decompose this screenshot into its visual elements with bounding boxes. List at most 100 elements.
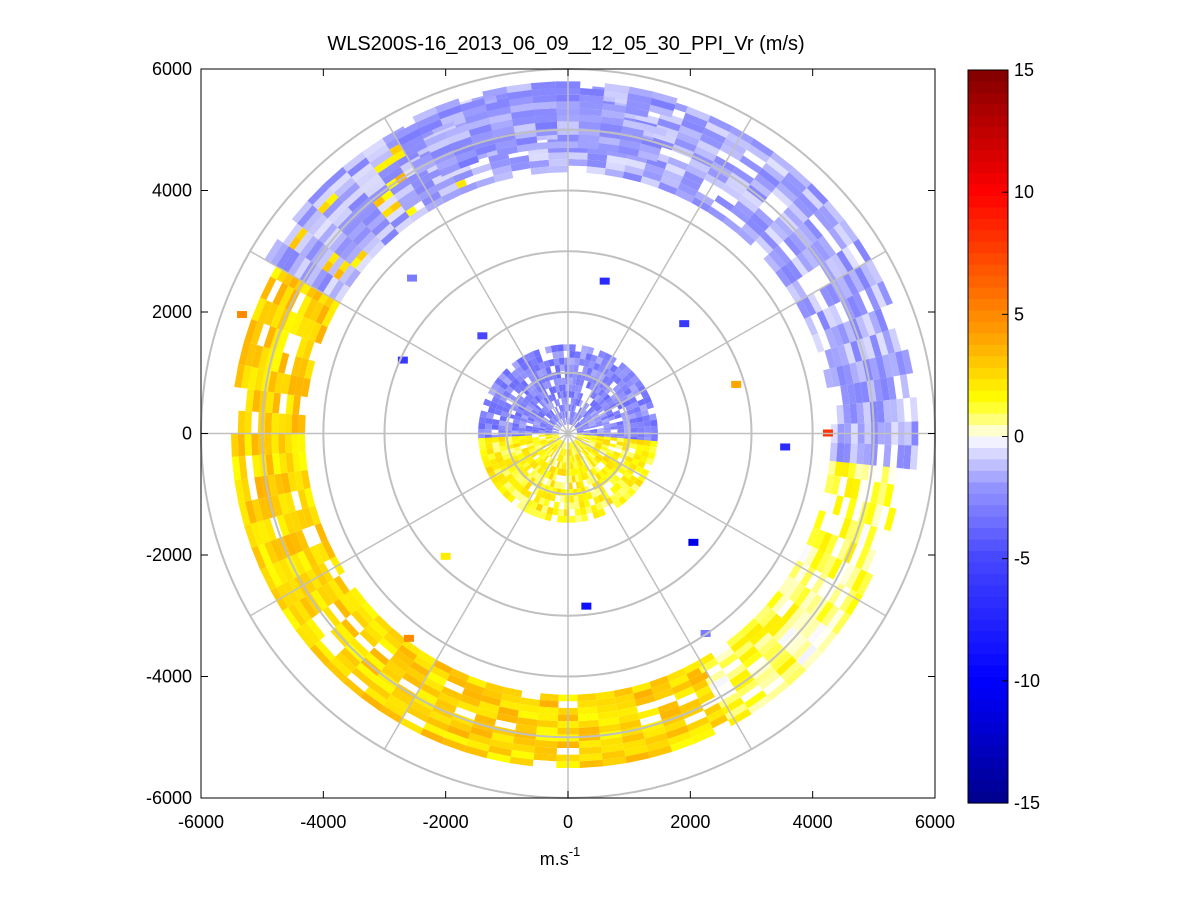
- heatmap-cell: [534, 395, 542, 403]
- heatmap-cell: [378, 637, 398, 656]
- heatmap-cell: [577, 713, 599, 722]
- heatmap-cell: [447, 130, 471, 144]
- colorbar-band: [968, 562, 1008, 575]
- heatmap-cell: [600, 446, 608, 452]
- heatmap-cell: [412, 106, 438, 123]
- heatmap-cell: [596, 427, 604, 431]
- heatmap-cell: [290, 553, 307, 575]
- heatmap-cell: [539, 451, 547, 458]
- heatmap-cell: [610, 425, 618, 430]
- heatmap-cell: [604, 473, 613, 481]
- heatmap-cell: [666, 668, 687, 682]
- colorbar-band: [968, 573, 1008, 586]
- heatmap-cell: [558, 461, 563, 469]
- heatmap-cell: [315, 304, 330, 325]
- heatmap-cell: [340, 618, 360, 639]
- heatmap-cell: [548, 420, 555, 426]
- heatmap-cell: [272, 392, 281, 414]
- heatmap-cell: [587, 152, 608, 162]
- heatmap-cell: [244, 523, 258, 548]
- heatmap-cell: [621, 732, 645, 744]
- heatmap-cell: [355, 662, 378, 682]
- heatmap-cell: [637, 460, 646, 469]
- heatmap-cell: [449, 719, 473, 733]
- heatmap-cell: [457, 155, 480, 169]
- heatmap-cell: [577, 434, 584, 436]
- heatmap-cell: [344, 245, 363, 265]
- heatmap-cell: [404, 140, 428, 158]
- colorbar-band: [968, 161, 1008, 174]
- heatmap-cell: [426, 716, 450, 732]
- colorbar-tick-label: 15: [1014, 60, 1034, 80]
- heatmap-cell: [590, 409, 597, 416]
- heatmap-cell: [371, 218, 391, 236]
- heatmap-cell: [598, 398, 606, 406]
- heatmap-cell: [573, 447, 578, 455]
- heatmap-cell: [257, 300, 273, 324]
- heatmap-cell: [480, 694, 502, 707]
- heatmap-cell: [548, 152, 568, 160]
- y-tick-labels: 6000 4000 2000 0 -2000 -4000 -6000: [146, 59, 192, 808]
- heatmap-cell: [479, 449, 488, 457]
- heatmap-cell: [356, 605, 374, 625]
- heatmap-cell: [576, 399, 581, 407]
- heatmap-cell: [482, 86, 508, 99]
- heatmap-cell: [294, 376, 305, 397]
- heatmap-cell: [702, 127, 727, 144]
- heatmap-cell: [271, 433, 279, 455]
- heatmap-cell: [875, 332, 889, 356]
- heatmap-region-outer-ring-north: [393, 81, 678, 177]
- heatmap-cell: [601, 475, 610, 484]
- heatmap-cell: [510, 469, 520, 478]
- heatmap-cell: [512, 116, 536, 126]
- heatmap-cell: [452, 169, 474, 183]
- x-axis-label-superscript: -1: [569, 844, 581, 859]
- grid-spoke: [249, 432, 569, 617]
- heatmap-cell: [502, 368, 512, 378]
- heatmap-cell: [758, 637, 778, 656]
- heatmap-cell: [588, 421, 596, 426]
- heatmap-cell: [299, 235, 319, 258]
- heatmap-cell: [532, 349, 541, 358]
- heatmap-cell: [896, 444, 905, 469]
- heatmap-cell: [633, 688, 654, 700]
- heatmap-cell: [603, 393, 611, 402]
- heatmap-cell: [630, 374, 640, 384]
- heatmap-cell: [830, 346, 843, 368]
- colorbar-band: [968, 184, 1008, 197]
- heatmap-cell: [521, 398, 530, 406]
- heatmap-cell: [574, 501, 580, 510]
- colorbar-band: [968, 619, 1008, 632]
- heatmap-cell: [355, 168, 378, 188]
- heatmap-cell: [610, 392, 619, 400]
- heatmap-cell: [623, 471, 633, 480]
- heatmap-cell: [594, 488, 602, 497]
- heatmap-cell: [583, 429, 591, 433]
- heatmap-cell: [576, 426, 583, 431]
- heatmap-cell: [605, 378, 614, 387]
- heatmap-cell: [251, 389, 261, 413]
- heatmap-cell: [508, 393, 517, 402]
- heatmap-cell: [316, 272, 334, 293]
- heatmap-cell: [631, 401, 640, 409]
- heatmap-cell: [633, 453, 642, 461]
- heatmap-cell: [545, 447, 552, 454]
- heatmap-cell: [499, 699, 520, 711]
- heatmap-cell: [740, 684, 763, 704]
- heatmap-cell: [581, 410, 588, 417]
- heatmap-cell: [557, 412, 562, 420]
- heatmap-cell: [883, 507, 897, 532]
- heatmap-cell: [587, 454, 594, 461]
- heatmap-cell: [734, 640, 754, 659]
- heatmap-cell: [547, 402, 553, 410]
- heatmap-cell: [231, 456, 241, 481]
- heatmap-cell: [258, 497, 270, 521]
- heatmap-cell: [688, 158, 711, 174]
- heatmap-cell: [576, 436, 583, 441]
- heatmap-cell: [552, 416, 558, 422]
- heatmap-cell: [659, 706, 682, 721]
- heatmap-cell: [277, 493, 290, 515]
- heatmap-cell: [247, 366, 259, 390]
- heatmap-cell: [742, 650, 763, 669]
- heatmap-cell: [842, 443, 852, 463]
